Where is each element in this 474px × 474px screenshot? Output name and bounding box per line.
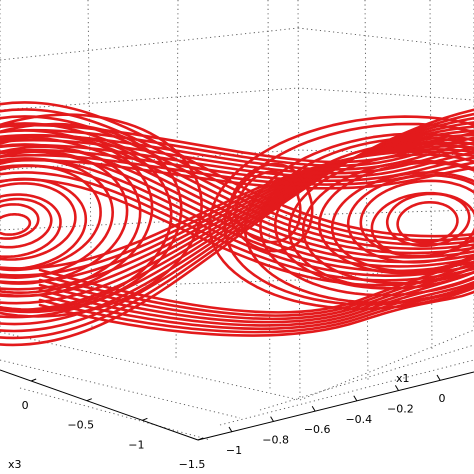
trajectory-segment	[0, 138, 474, 175]
x3-tick	[86, 398, 92, 402]
x3-tick	[30, 378, 37, 382]
grid-line	[0, 87, 299, 111]
x3-tick-label: 0	[22, 399, 29, 412]
trajectory-segment	[38, 256, 474, 314]
trajectory-segment	[0, 182, 77, 261]
x1-tick	[436, 374, 441, 381]
x3-tick	[142, 417, 148, 421]
x1-tick	[270, 416, 275, 422]
attractor-trajectory	[0, 101, 474, 347]
grid-line	[299, 329, 474, 401]
x1-tick-label: −0.2	[387, 402, 414, 415]
trajectory-segment	[0, 136, 474, 259]
trajectory-segment	[0, 128, 474, 168]
axis-labels: 0 −0.5 −1 −1.5 −1 −0.8 −0.6 −0.4 −0.2 0 x3 x1	[8, 372, 446, 471]
x1-tick-label: −1	[226, 444, 242, 457]
x1-tick-label: −0.8	[262, 434, 289, 447]
x1-tick	[228, 426, 233, 433]
trajectory-segment	[38, 275, 474, 327]
x1-tick	[394, 385, 399, 391]
trajectory-segment	[0, 108, 474, 242]
x1-axis-line	[197, 371, 474, 441]
grid-line	[175, 0, 179, 361]
trajectory-segment	[0, 150, 474, 270]
trajectory-segment	[38, 285, 474, 334]
grid-line	[19, 387, 211, 441]
trajectory-segment	[0, 171, 474, 282]
trajectory-segment	[0, 129, 474, 255]
trajectory-segment	[0, 113, 203, 318]
grid-line	[297, 27, 474, 49]
trajectory-segment	[38, 270, 474, 324]
grid-line	[0, 27, 299, 61]
trajectory-segment	[233, 170, 302, 244]
trajectory-segment	[0, 213, 32, 236]
x3-axis-line	[0, 369, 199, 441]
trajectory-segment	[0, 197, 53, 249]
trajectory-segment	[226, 162, 314, 253]
trajectory-segment	[38, 290, 474, 337]
x3-tick-label: −0.5	[67, 419, 94, 432]
x1-tick	[311, 405, 316, 412]
x3-axis-label: x3	[8, 458, 22, 471]
x1-tick	[353, 395, 358, 402]
x3-tick-label: −1	[128, 438, 144, 451]
trajectory-segment	[0, 150, 474, 268]
trajectory-segment	[38, 261, 474, 317]
trajectory-segment	[0, 123, 474, 164]
trajectory-segment	[0, 148, 474, 183]
trajectory-segment	[0, 143, 474, 179]
trajectory-segment	[396, 201, 459, 244]
grid-line	[297, 0, 301, 401]
x1-axis-label: x1	[396, 372, 410, 385]
trajectory-segment	[0, 193, 62, 258]
grid-line	[364, 0, 369, 381]
grid-line	[297, 87, 474, 101]
trajectory-segment	[0, 203, 40, 240]
trajectory-segment	[38, 266, 474, 321]
grid-line	[0, 359, 241, 419]
x1-tick-label: 0	[439, 392, 446, 405]
trajectory-segment	[0, 178, 474, 287]
x1-tick-label: −0.6	[304, 423, 331, 436]
grid-line	[429, 0, 433, 351]
x3-tick	[197, 437, 204, 441]
trajectory-segment	[38, 280, 474, 330]
trajectory-segment	[0, 133, 474, 171]
trajectory-segment	[0, 158, 474, 190]
x1-tick-label: −0.4	[345, 413, 372, 426]
grid-line	[0, 331, 301, 401]
axes	[0, 369, 474, 441]
x3-tick-label: −1.5	[179, 458, 206, 471]
grid-line	[297, 209, 474, 216]
